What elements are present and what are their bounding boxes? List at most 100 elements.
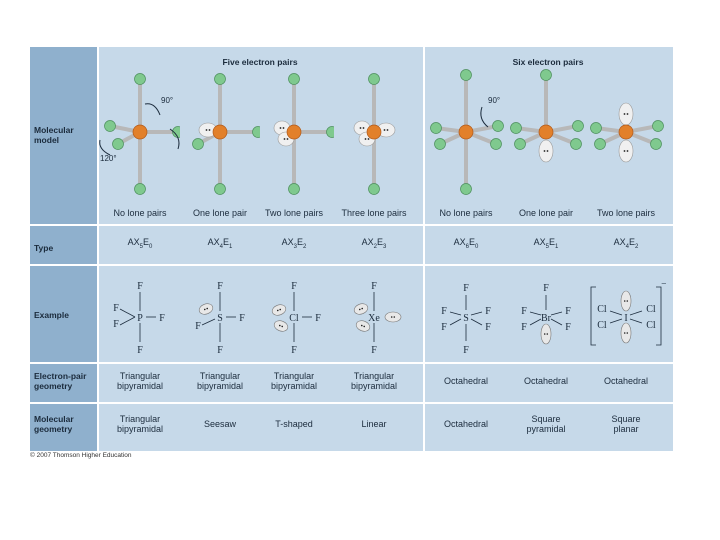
model-caption: Two lone pairs	[264, 208, 324, 218]
atom-symbol: F	[239, 313, 245, 324]
bond-line	[449, 318, 462, 326]
central-atom-symbol: P	[137, 313, 143, 324]
atom-symbol: F	[217, 281, 223, 292]
ligand-atom	[192, 138, 204, 150]
atom-symbol: F	[463, 345, 469, 356]
central-atom	[366, 124, 382, 140]
lone-pair-lobe	[271, 304, 287, 316]
central-atom	[538, 124, 554, 140]
row-divider	[30, 224, 673, 226]
row-label-model: Molecular model	[34, 125, 74, 145]
electron-pair-geometry: Octahedral	[443, 376, 489, 386]
example-structure: FFF FF FS	[441, 283, 491, 356]
molecular-model	[353, 73, 396, 195]
central-atom-symbol: I	[624, 313, 627, 324]
ligand-atom	[134, 183, 146, 195]
bond-line	[529, 318, 542, 326]
bond-line	[119, 308, 136, 318]
central-atom	[458, 124, 474, 140]
molecular-geometry: Seesaw	[203, 419, 237, 429]
angle-arc	[144, 103, 161, 116]
vsepr-type: AX5E1	[533, 237, 559, 250]
bond-line	[470, 318, 483, 326]
ligand-atom	[434, 138, 446, 150]
ligand-atom	[112, 138, 124, 150]
atom-symbol: F	[565, 322, 571, 333]
row-label-example: Example	[34, 310, 69, 320]
model-caption: Three lone pairs	[341, 208, 407, 218]
central-atom-symbol: S	[463, 313, 469, 324]
model-caption: No lone pairs	[113, 208, 167, 218]
bracket	[656, 286, 662, 346]
molecular-geometry: Linear	[361, 419, 387, 429]
central-atom	[286, 124, 302, 140]
molecular-geometry: Octahedral	[443, 419, 489, 429]
molecular-model	[510, 69, 584, 163]
central-atom-symbol: Cl	[289, 313, 299, 324]
ligand-atom	[650, 138, 662, 150]
ligand-atom	[214, 183, 226, 195]
ligand-atom	[134, 73, 146, 85]
atom-symbol: F	[137, 281, 143, 292]
lone-pair-lobe	[273, 320, 289, 332]
atom-symbol: F	[521, 306, 527, 317]
row-divider	[30, 362, 673, 364]
row-label-type: Type	[34, 243, 54, 253]
lone-pair	[618, 139, 634, 163]
example-structure: F F F F S	[195, 281, 245, 356]
electron-pair-geometry: Triangular bipyramidal	[270, 371, 318, 391]
ligand-atom	[514, 138, 526, 150]
electron-pair-geometry: Octahedral	[523, 376, 569, 386]
column-divider	[97, 47, 99, 451]
lone-pair-lobe	[384, 311, 402, 323]
ligand-atom	[368, 183, 380, 195]
ligand-atom	[652, 120, 664, 132]
bond-line	[550, 318, 563, 326]
central-atom	[618, 124, 634, 140]
molecular-geometry: Square pyramidal	[526, 414, 566, 434]
lone-pair-lobe	[355, 320, 371, 332]
atom-symbol: Cl	[646, 320, 656, 331]
lone-pair-lobe	[198, 303, 214, 315]
angle-label: 90°	[161, 96, 173, 105]
angle-arc	[480, 106, 489, 128]
bond-line	[629, 310, 643, 316]
vsepr-type: AX4E2	[613, 237, 639, 250]
bond-line	[449, 311, 462, 316]
lone-pair	[538, 139, 554, 163]
row-divider	[30, 264, 673, 266]
lone-pair-lobe	[540, 323, 552, 345]
atom-symbol: F	[565, 306, 571, 317]
vsepr-type: AX2E3	[361, 237, 387, 250]
molecular-model	[104, 73, 180, 195]
atom-symbol: F	[485, 306, 491, 317]
central-atom-symbol: Xe	[368, 313, 380, 324]
angle-arc	[169, 128, 180, 150]
atom-symbol: F	[195, 321, 201, 332]
atom-symbol: F	[441, 306, 447, 317]
bond-line	[629, 318, 643, 324]
five-pairs-title: Five electron pairs	[222, 57, 298, 67]
example-structure: Cl Cl Cl Cl − I	[590, 279, 666, 346]
molecular-model	[273, 73, 334, 195]
molecular-geometry: Triangular bipyramidal	[116, 414, 164, 434]
example-structure: F F F Cl	[271, 281, 321, 356]
vsepr-type: AX6E0	[453, 237, 479, 250]
ligand-atom	[288, 73, 300, 85]
molecular-geometry: Square planar	[611, 414, 641, 434]
electron-pair-geometry: Triangular bipyramidal	[196, 371, 244, 391]
vsepr-table: Molecular model Type Example Electron-pai…	[30, 47, 673, 451]
central-atom	[212, 124, 228, 140]
column-divider	[423, 47, 425, 451]
lone-pair-lobe	[620, 322, 632, 344]
ligand-atom	[540, 69, 552, 81]
electron-pair-geometry: Octahedral	[603, 376, 649, 386]
ligand-atom	[104, 120, 116, 132]
atom-symbol: F	[217, 345, 223, 356]
atom-symbol: F	[291, 281, 297, 292]
lone-pair	[198, 122, 218, 138]
molecular-geometry: T-shaped	[275, 419, 313, 429]
electron-pair-geometry: Triangular bipyramidal	[116, 371, 164, 391]
example-structure: F F Xe	[353, 281, 402, 356]
